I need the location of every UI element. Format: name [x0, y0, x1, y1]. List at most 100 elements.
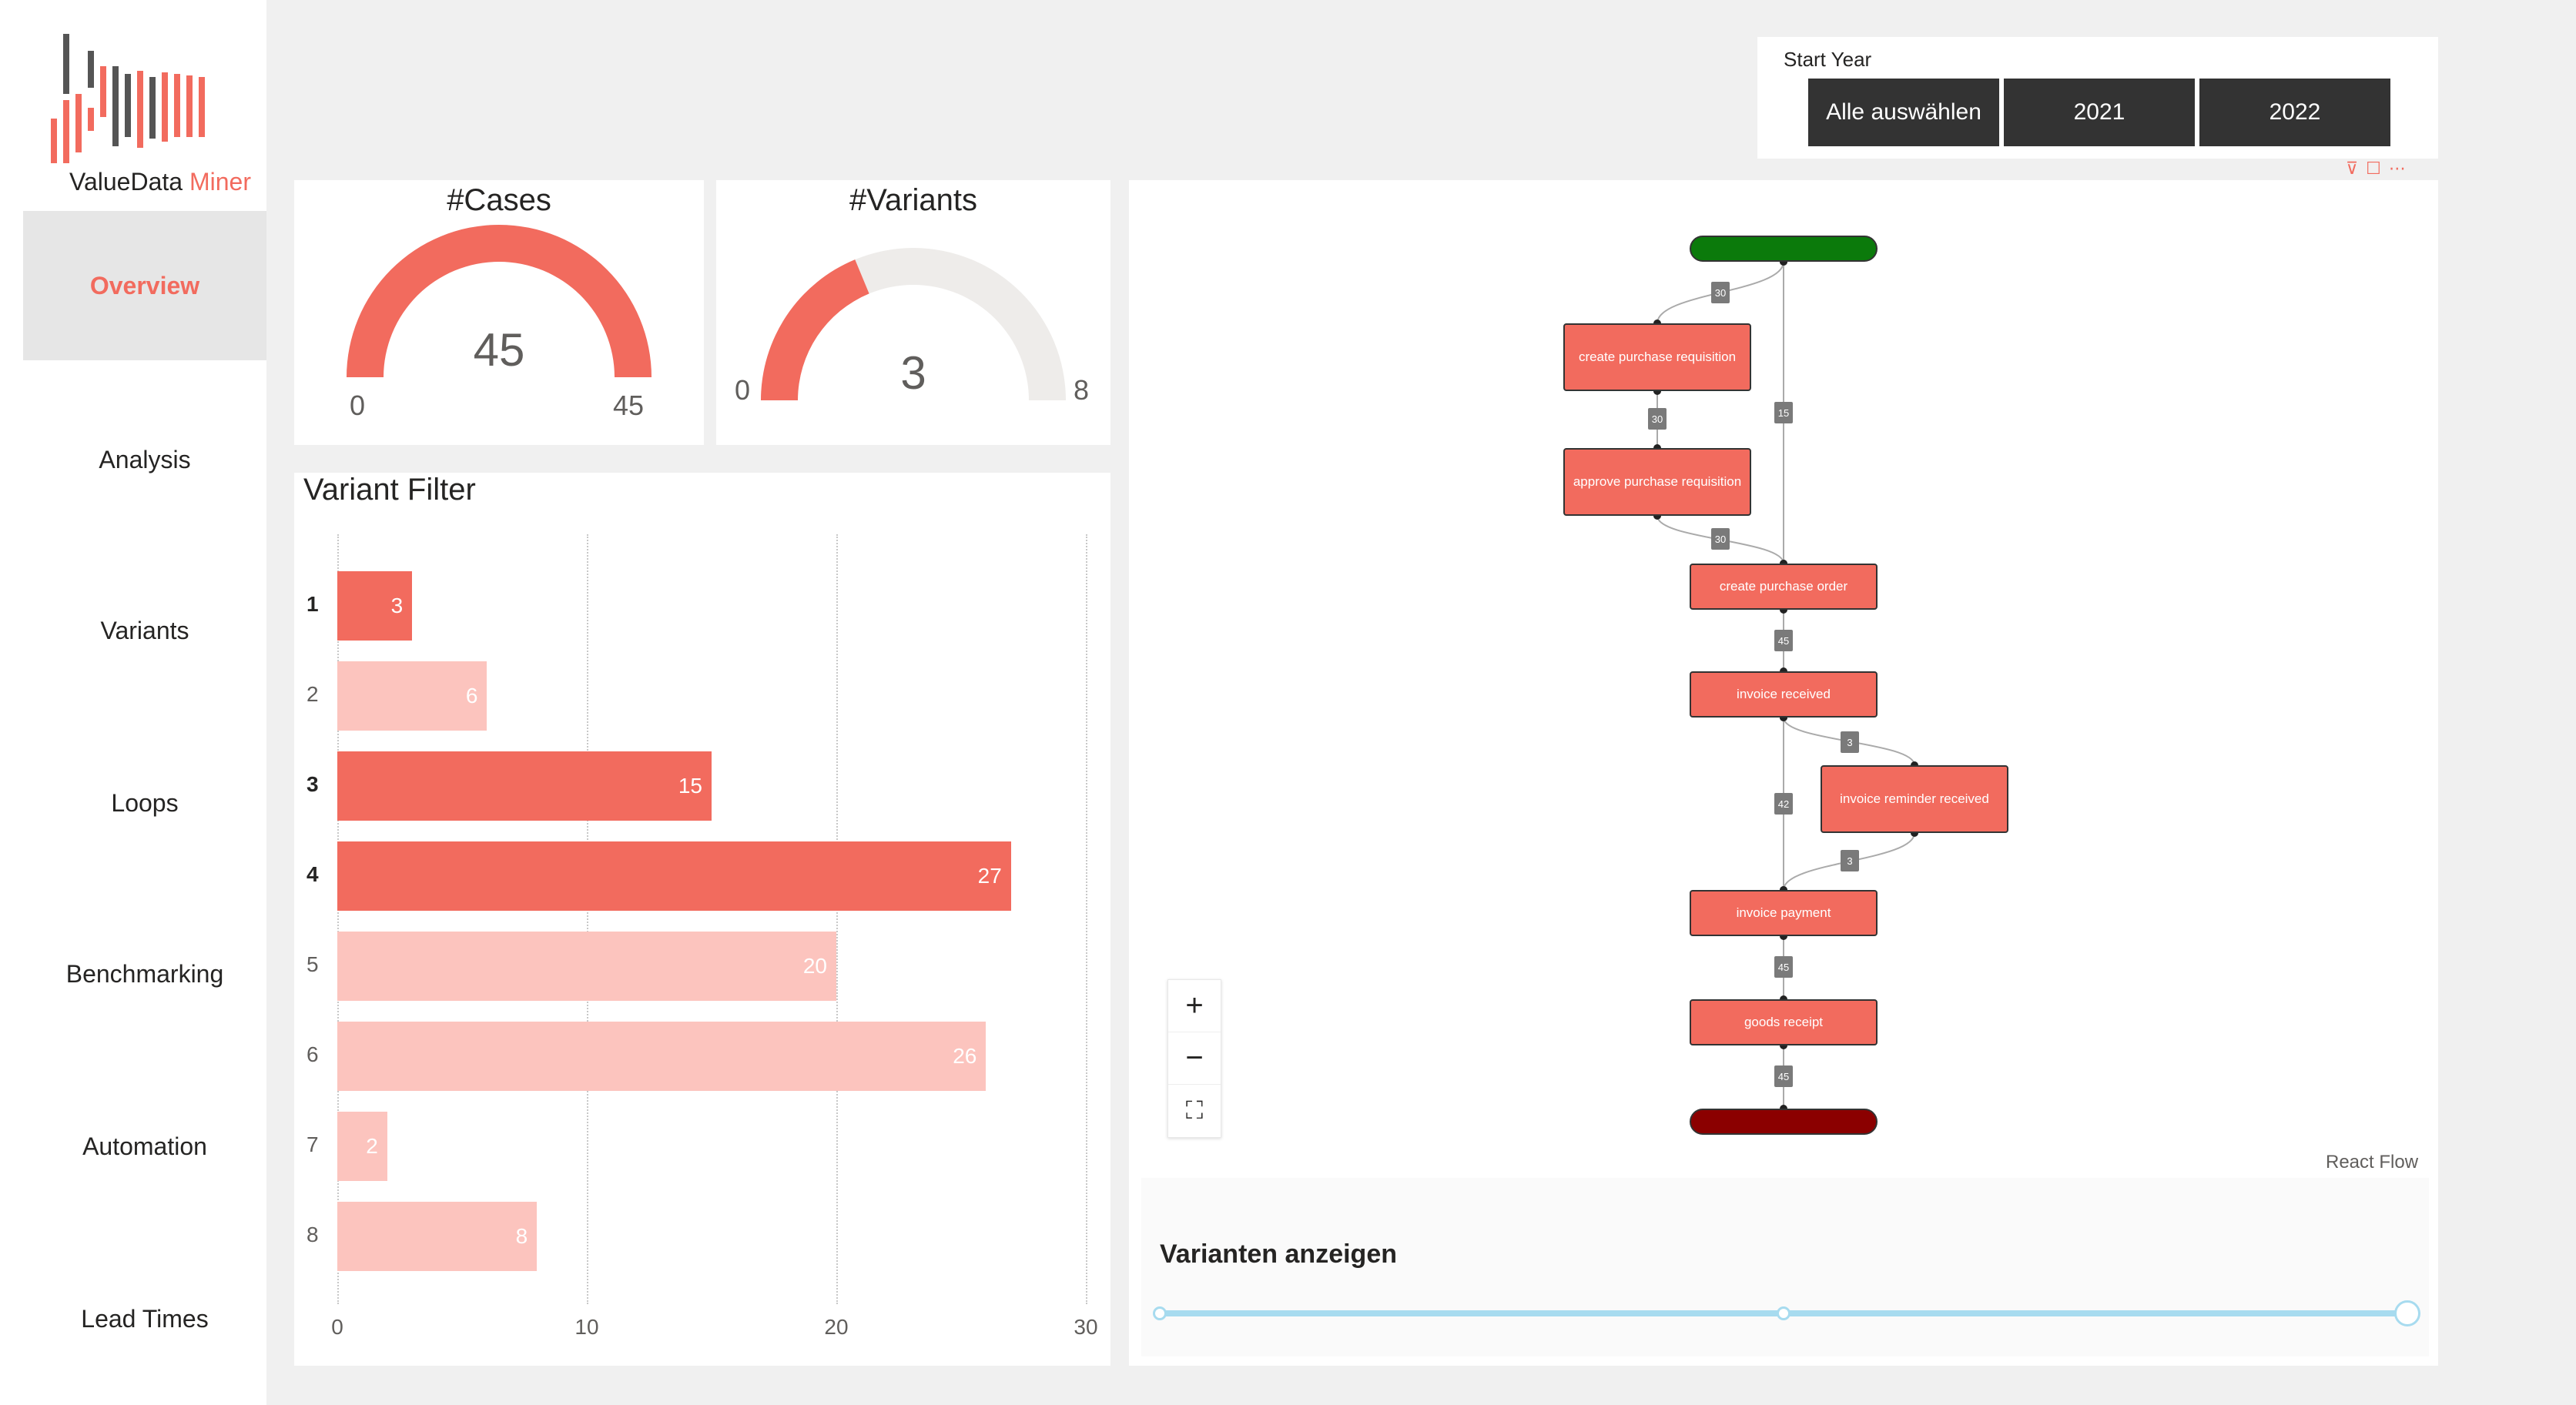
variant-slider-end-handle[interactable]: [2394, 1300, 2420, 1326]
edge-count-label: 30: [1711, 282, 1730, 303]
flow-end-node[interactable]: [1690, 1109, 1878, 1135]
nav-item-label: Variants: [100, 616, 189, 644]
zoom-in-button[interactable]: +: [1168, 980, 1221, 1032]
variant-filter-chart: 0 10 20 30 1 3 2 6 3 15 4 27 5 20 6 26 7 2 8 8: [294, 473, 1110, 1366]
cases-gauge-min: 0: [350, 390, 366, 421]
variant-bar-value: 3: [390, 594, 404, 617]
edge-count-label: 45: [1774, 956, 1793, 978]
edge-count-label: 3: [1841, 850, 1859, 871]
flow-node-invoice-received[interactable]: invoice received: [1690, 671, 1878, 718]
cases-gauge-max: 45: [613, 390, 645, 421]
variant-row-label: 6: [307, 1042, 319, 1066]
nav-item-automation[interactable]: Automation: [23, 1072, 266, 1221]
slicer-option-2021[interactable]: 2021: [2004, 79, 2195, 146]
x-tick-label: 10: [574, 1315, 599, 1339]
nav-item-overview[interactable]: Overview: [23, 211, 266, 360]
variant-slider-card: [1141, 1178, 2429, 1356]
nav-item-label: Analysis: [99, 445, 191, 473]
x-tick-label: 20: [824, 1315, 849, 1339]
edge-count-label: 45: [1774, 630, 1793, 651]
nav-item-label: Loops: [111, 788, 179, 817]
variant-filter-card: Variant Filter 0 10 20 30 1 3 2 6 3 15 4 27 5 20 6 26 7 2…: [294, 473, 1110, 1366]
nav-item-label: Automation: [82, 1132, 207, 1160]
start-year-title: Start Year: [1784, 48, 1872, 71]
x-gridline: [836, 534, 838, 1304]
flow-start-node[interactable]: [1690, 236, 1878, 262]
variant-bar-value: 27: [977, 864, 1002, 888]
variant-bar-value: 8: [515, 1224, 528, 1248]
flow-node-invoice-reminder[interactable]: invoice reminder received: [1821, 765, 2008, 833]
variant-row-label: 1: [307, 592, 319, 616]
variant-bar[interactable]: 3: [337, 571, 413, 641]
nav-item-benchmarking[interactable]: Benchmarking: [23, 899, 266, 1049]
variant-bar[interactable]: 15: [337, 751, 712, 821]
variant-bar[interactable]: 20: [337, 932, 836, 1001]
flow-controls: + − ⛶: [1167, 979, 1221, 1138]
variant-row-label: 8: [307, 1223, 319, 1246]
fit-view-button[interactable]: ⛶: [1185, 1096, 1204, 1124]
variant-bar[interactable]: 6: [337, 661, 487, 731]
variant-slider-mid-handle[interactable]: [1777, 1306, 1790, 1320]
variant-bar-value: 15: [678, 774, 702, 798]
cases-gauge-card: #Cases 45 0 45: [294, 180, 704, 445]
nav-item-label: Benchmarking: [65, 959, 224, 988]
edge-count-label: 45: [1774, 1065, 1793, 1087]
logo-text: ValueData Miner: [69, 168, 251, 196]
cases-gauge-fill: [347, 224, 652, 377]
variant-row-label: 2: [307, 682, 319, 706]
flow-node-goods-receipt[interactable]: goods receipt: [1690, 999, 1878, 1045]
variant-bar-value: 2: [366, 1134, 378, 1158]
nav-item-label: Lead Times: [81, 1304, 209, 1333]
slicer-option-2022[interactable]: 2022: [2199, 79, 2390, 146]
flow-node-approve-pr[interactable]: approve purchase requisition: [1563, 448, 1751, 516]
variants-gauge-max: 8: [1074, 374, 1090, 406]
x-gridline: [337, 534, 339, 1304]
variant-bar-value: 20: [802, 954, 827, 978]
variant-row-label: 4: [307, 862, 319, 886]
nav-item-lead-times[interactable]: Lead Times: [23, 1244, 266, 1393]
app-logo: ValueData Miner: [43, 28, 251, 205]
flow-node-create-pr[interactable]: create purchase requisition: [1563, 323, 1751, 391]
x-gridline: [587, 534, 588, 1304]
x-tick-label: 0: [331, 1315, 343, 1339]
sidebar: ValueData Miner Overview Analysis Varian…: [0, 0, 266, 1405]
variant-filter-title: Variant Filter: [303, 473, 476, 507]
x-gridline: [1086, 534, 1087, 1304]
nav-item-label: Overview: [89, 271, 200, 299]
edge-count-label: 30: [1648, 408, 1667, 430]
variant-row-label: 5: [307, 952, 319, 976]
flow-node-invoice-payment[interactable]: invoice payment: [1690, 890, 1878, 936]
variants-gauge-value: 3: [900, 347, 926, 399]
cases-gauge-value: 45: [473, 324, 525, 376]
cases-gauge-title: #Cases: [447, 183, 551, 217]
slicer-option-select-all[interactable]: Alle auswählen: [1808, 79, 1999, 146]
zoom-out-button[interactable]: −: [1168, 1032, 1221, 1085]
edge-count-label: 30: [1711, 528, 1730, 550]
variant-bar-value: 6: [465, 684, 478, 708]
variant-slider-start-handle[interactable]: [1153, 1306, 1167, 1320]
x-tick-label: 30: [1074, 1315, 1098, 1339]
react-flow-attribution[interactable]: React Flow: [2326, 1152, 2419, 1173]
nav-item-variants[interactable]: Variants: [23, 556, 266, 705]
variant-row-label: 3: [307, 772, 319, 796]
edge-count-label: 3: [1841, 731, 1859, 753]
variant-bar[interactable]: 8: [337, 1202, 538, 1271]
variants-gauge-fill: [761, 259, 869, 400]
nav-item-analysis[interactable]: Analysis: [23, 385, 266, 534]
variant-bar[interactable]: 27: [337, 841, 1011, 911]
variant-bar-value: 26: [953, 1044, 977, 1068]
variant-slider-title: Varianten anzeigen: [1160, 1239, 1397, 1269]
nav-item-loops[interactable]: Loops: [23, 728, 266, 878]
edge-count-label: 15: [1774, 402, 1793, 423]
variant-bar[interactable]: 26: [337, 1022, 987, 1091]
cases-gauge-chart: [347, 224, 652, 377]
flow-node-create-po[interactable]: create purchase order: [1690, 564, 1878, 610]
variants-gauge-chart: [761, 248, 1066, 400]
variant-bar[interactable]: 2: [337, 1112, 387, 1181]
variants-gauge-min: 0: [735, 374, 751, 406]
visual-header-icons[interactable]: ⊽☐⋯: [2346, 159, 2414, 178]
variant-row-label: 7: [307, 1132, 319, 1156]
variants-gauge-card: #Variants 3 0 8: [716, 180, 1110, 445]
variants-gauge-title: #Variants: [849, 183, 977, 217]
logo-bars-icon: [51, 34, 205, 163]
